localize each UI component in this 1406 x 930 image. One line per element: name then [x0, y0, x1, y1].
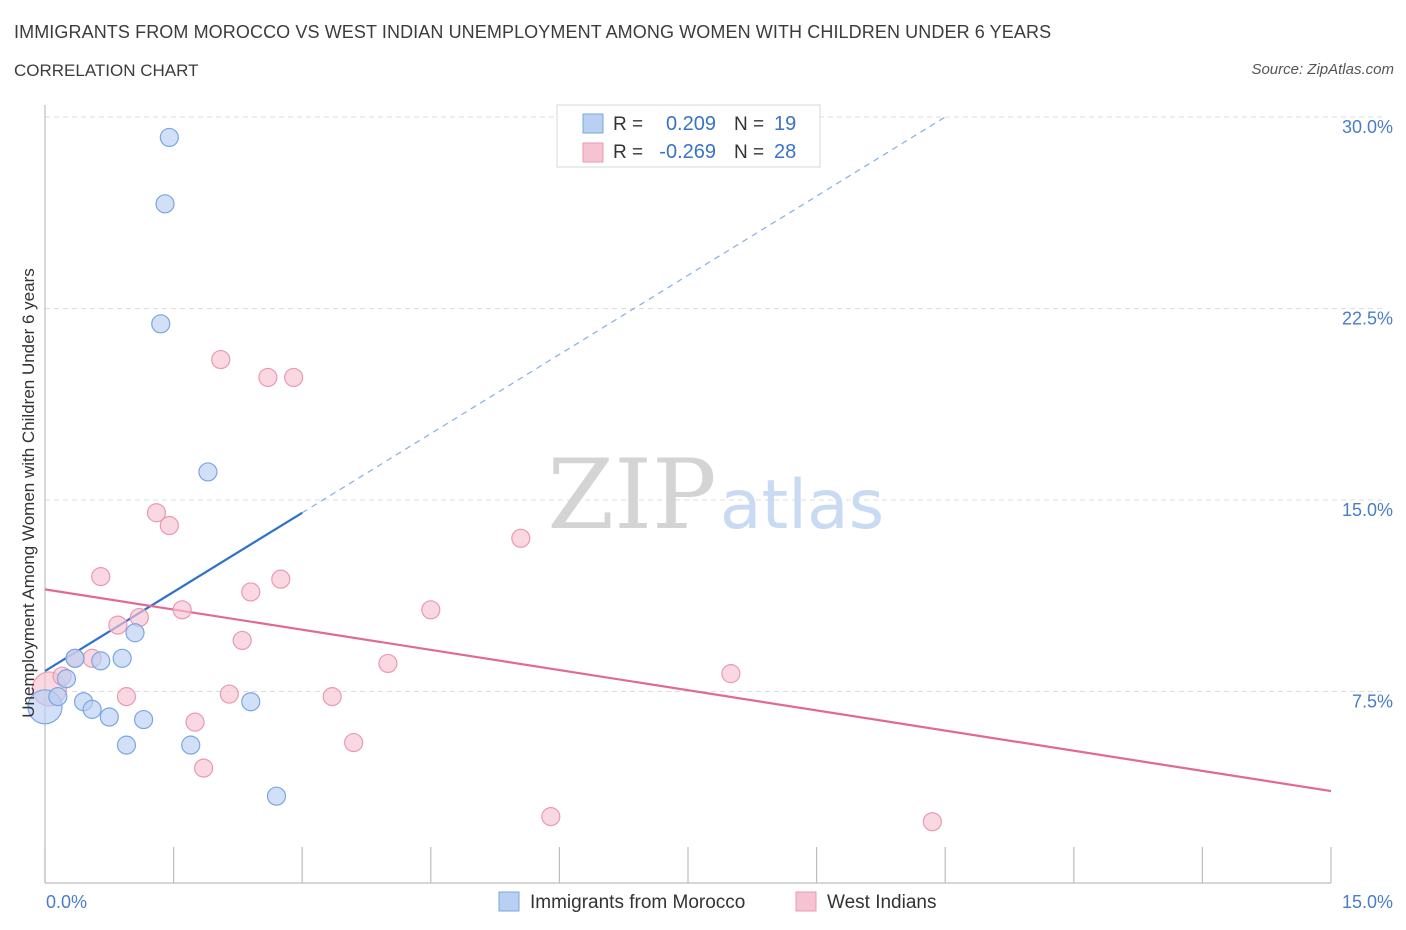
legend-n-value-westindian: 28 — [774, 141, 796, 163]
point-westindian — [421, 600, 441, 620]
watermark-atlas: atlas — [720, 466, 884, 545]
point-westindian — [344, 732, 364, 753]
point-morocco — [198, 462, 218, 482]
x-tick-labels: 0.0% 15.0% — [46, 892, 1393, 912]
point-morocco — [181, 735, 201, 755]
x-tick-label: 0.0% — [46, 892, 87, 912]
legend-swatch-westindian — [582, 142, 604, 163]
y-tick-label: 7.5% — [1352, 692, 1393, 712]
point-westindian — [322, 687, 342, 707]
legend-r-label: R = — [613, 114, 643, 135]
point-westindian — [241, 582, 261, 602]
y-axis-label: Unemployment Among Women with Children U… — [19, 268, 38, 717]
point-morocco — [241, 692, 261, 712]
point-morocco — [266, 786, 287, 806]
legend-swatch-morocco — [582, 113, 604, 134]
point-westindian — [108, 615, 128, 635]
trend-line-morocco — [44, 511, 303, 673]
watermark-zip: ZIP — [547, 439, 716, 551]
y-tick-label: 22.5% — [1342, 309, 1393, 329]
point-westindian — [211, 349, 231, 370]
point-morocco — [56, 669, 77, 689]
point-westindian — [185, 712, 205, 732]
trend-lines — [44, 116, 1332, 793]
point-morocco — [116, 735, 137, 755]
y-tick-labels: 7.5% 15.0% 22.5% 30.0% — [1342, 117, 1393, 712]
point-westindian — [232, 630, 252, 651]
bottom-legend-label-westindian: West Indians — [827, 892, 936, 913]
point-morocco — [82, 699, 102, 719]
point-morocco — [112, 648, 132, 668]
watermark: ZIP atlas — [547, 439, 884, 551]
legend-r-value-morocco: 0.209 — [666, 113, 716, 135]
y-tick-label: 30.0% — [1342, 117, 1393, 137]
axes — [44, 105, 1332, 884]
x-tick-label: 15.0% — [1342, 892, 1393, 912]
point-westindian — [116, 687, 137, 707]
legend-n-label: N = — [734, 142, 764, 163]
point-westindian — [721, 664, 741, 684]
bottom-legend-swatch-westindian — [795, 891, 817, 912]
point-westindian — [271, 569, 291, 589]
point-westindian — [91, 566, 111, 587]
point-morocco — [125, 623, 145, 643]
point-westindian — [541, 807, 561, 827]
grid-lines — [45, 116, 1385, 692]
source-label: Source: ZipAtlas.com — [1251, 61, 1394, 78]
chart-subtitle: CORRELATION CHART — [14, 61, 199, 80]
point-westindian — [284, 367, 304, 388]
point-morocco — [99, 707, 119, 727]
bottom-legend-swatch-morocco — [498, 891, 520, 912]
point-westindian — [146, 503, 167, 523]
point-westindian — [378, 653, 398, 674]
bottom-legend: Immigrants from Morocco West Indians — [498, 891, 936, 913]
point-morocco — [159, 127, 179, 148]
legend-n-label: N = — [734, 114, 764, 135]
point-morocco — [133, 709, 154, 730]
point-westindian — [922, 812, 942, 832]
legend-r-label: R = — [613, 142, 643, 163]
point-morocco — [151, 314, 171, 334]
point-westindian — [194, 758, 214, 778]
data-points — [27, 127, 942, 832]
chart-title: IMMIGRANTS FROM MOROCCO VS WEST INDIAN U… — [14, 22, 1052, 42]
trend-line-morocco-extension — [301, 116, 946, 514]
point-morocco — [155, 194, 175, 214]
point-westindian — [172, 600, 192, 620]
legend-box: R = 0.209 N = 19 R = -0.269 N = 28 — [556, 104, 821, 168]
point-westindian — [511, 528, 531, 548]
y-tick-label: 15.0% — [1342, 500, 1393, 520]
point-westindian — [159, 515, 179, 536]
legend-n-value-morocco: 19 — [774, 113, 796, 135]
point-morocco — [48, 687, 68, 707]
trend-line-westindian — [44, 588, 1332, 793]
point-westindian — [219, 684, 239, 704]
point-westindian — [258, 367, 278, 388]
legend-r-value-westindian: -0.269 — [659, 141, 716, 163]
point-morocco — [91, 651, 111, 671]
bottom-legend-label-morocco: Immigrants from Morocco — [530, 892, 745, 913]
point-morocco — [65, 648, 85, 668]
